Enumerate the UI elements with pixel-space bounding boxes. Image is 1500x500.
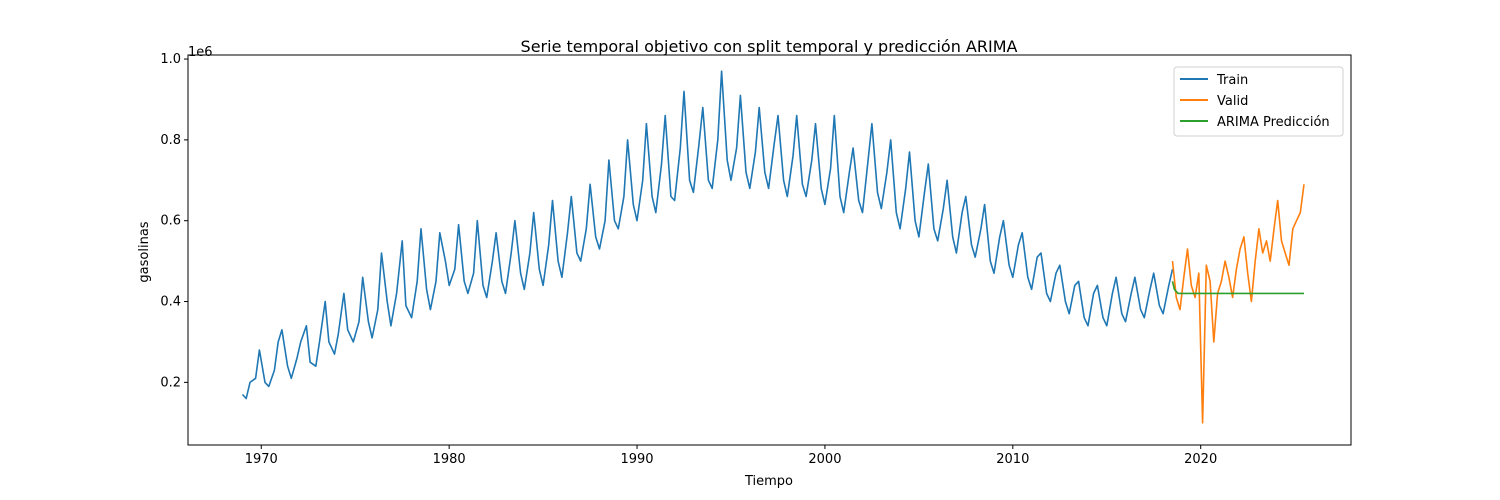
series-line-valid (1171, 184, 1305, 424)
x-tick-label: 1990 (620, 452, 653, 467)
legend-label-arima-predicci-n: ARIMA Predicción (1217, 115, 1330, 130)
y-tick-label: 0.4 (160, 295, 181, 310)
y-tick-label: 0.6 (160, 214, 181, 229)
y-axis: 0.2 0.4 0.6 0.8 1.0 (160, 52, 188, 390)
x-axis-label: Tiempo (744, 474, 793, 489)
x-tick-label: 2020 (1184, 452, 1217, 467)
legend: Train Valid ARIMA Predicción (1173, 66, 1344, 137)
x-tick-label: 2000 (808, 452, 841, 467)
x-tick-label: 1970 (245, 452, 278, 467)
chart-title: Serie temporal objetivo con split tempor… (521, 37, 1018, 56)
legend-label-valid: Valid (1217, 94, 1248, 109)
x-tick-label: 2010 (996, 452, 1029, 467)
series-line-arima-predicci-n (1171, 281, 1304, 295)
series-line-train (241, 70, 1174, 400)
y-tick-label: 1.0 (160, 52, 181, 67)
x-axis: 1970 1980 1990 2000 2010 2020 (245, 445, 1217, 467)
plot-area (187, 54, 1352, 446)
y-multiplier-label: 1e6 (188, 45, 213, 60)
y-tick-label: 0.8 (160, 133, 181, 148)
x-tick-label: 1980 (433, 452, 466, 467)
series-layer (241, 70, 1305, 424)
y-axis-label: gasolinas (137, 221, 152, 282)
legend-box (1173, 66, 1344, 137)
legend-label-train: Train (1216, 73, 1248, 88)
y-tick-label: 0.2 (160, 375, 181, 390)
